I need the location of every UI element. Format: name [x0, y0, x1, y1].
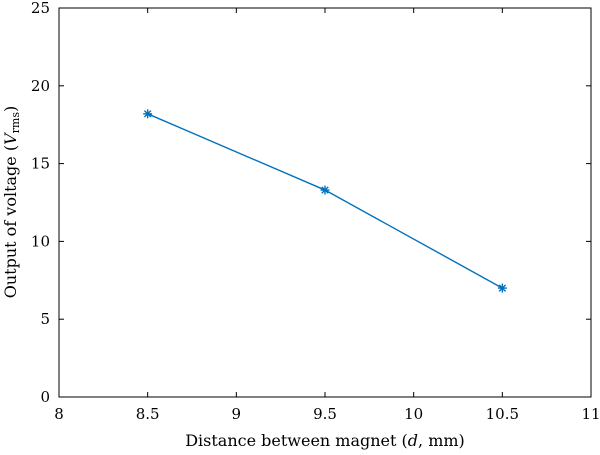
x-axis-label: Distance between magnet (d, mm) [185, 431, 465, 450]
x-axis-ticks: 8 8.5 9 9.5 10 10.5 11 [54, 8, 600, 423]
plot-area [58, 7, 592, 398]
data-point-marker [497, 283, 507, 293]
y-tick-label: 5 [40, 310, 50, 328]
y-tick-label: 0 [40, 388, 50, 406]
x-tick-label: 9 [232, 405, 242, 423]
data-point-marker [320, 185, 330, 195]
y-tick-label: 20 [31, 77, 50, 95]
y-tick-label: 10 [31, 232, 50, 250]
x-tick-label: 9.5 [313, 405, 337, 423]
data-point-marker [143, 109, 153, 119]
x-tick-label: 8 [54, 405, 64, 423]
y-axis-ticks: 0 5 10 15 20 25 [31, 0, 591, 406]
x-tick-label: 11 [581, 405, 600, 423]
x-tick-label: 10.5 [486, 405, 519, 423]
y-tick-label: 15 [31, 155, 50, 173]
x-tick-label: 10 [404, 405, 423, 423]
x-tick-label: 8.5 [136, 405, 160, 423]
y-tick-label: 25 [31, 0, 50, 17]
y-axis-label: Output of voltage (Vrms) [1, 106, 22, 299]
series-layer [143, 109, 507, 293]
